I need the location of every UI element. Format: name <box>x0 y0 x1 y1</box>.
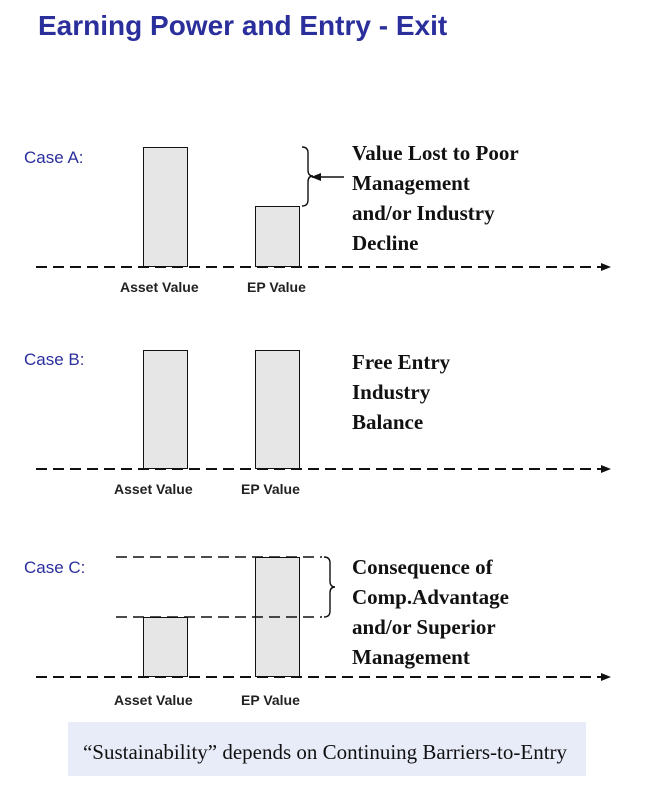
case-b-annotation: Free Entry Industry Balance <box>352 347 450 437</box>
case-a-annotation-line: Management <box>352 171 470 195</box>
case-a-annotation: Value Lost to Poor Management and/or Ind… <box>352 138 519 258</box>
case-c-annotation-line: Comp.Advantage <box>352 585 509 609</box>
case-a-ep-value-label: EP Value <box>247 279 306 295</box>
case-a-brace <box>301 146 314 207</box>
case-b-asset-value-bar <box>143 350 188 469</box>
case-b-annotation-line: Free Entry <box>352 350 451 374</box>
slide-title: Earning Power and Entry - Exit <box>38 10 448 41</box>
case-c-asset-value-bar <box>143 617 188 677</box>
case-c-ep-value-label: EP Value <box>241 692 300 708</box>
case-c-annotation-line: Management <box>352 645 470 669</box>
case-b-ep-value-bar <box>255 350 300 469</box>
case-c-annotation-line: Consequence of <box>352 555 493 579</box>
case-b-annotation-line: Industry <box>352 380 431 404</box>
case-b-asset-value-label: Asset Value <box>114 481 193 497</box>
case-a-annotation-line: Decline <box>352 231 419 255</box>
case-b-ep-value-label: EP Value <box>241 481 300 497</box>
case-a-annotation-line: and/or Industry <box>352 201 495 225</box>
case-c-label: Case C: <box>24 558 86 577</box>
case-a-annotation-line: Value Lost to Poor <box>352 141 519 165</box>
case-a-asset-value-bar <box>143 147 188 267</box>
case-c-annotation: Consequence of Comp.Advantage and/or Sup… <box>352 552 509 672</box>
case-c-annotation-line: and/or Superior <box>352 615 496 639</box>
footer-box <box>68 722 586 776</box>
case-c-asset-value-label: Asset Value <box>114 692 193 708</box>
case-a-asset-value-label: Asset Value <box>120 279 199 295</box>
case-c-brace <box>323 556 336 618</box>
case-b-annotation-line: Balance <box>352 410 424 434</box>
case-a-label: Case A: <box>24 148 84 167</box>
footer-text: “Sustainability” depends on Continuing B… <box>82 740 568 764</box>
case-b-label: Case B: <box>24 350 85 369</box>
